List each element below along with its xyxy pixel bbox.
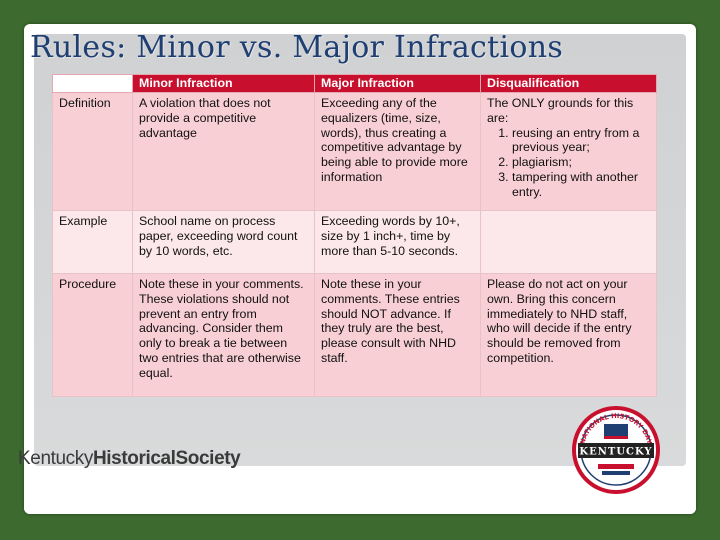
procedure-disqualification: Please do not act on your own. Bring thi… (480, 273, 657, 397)
list-item: tampering with another entry. (512, 170, 650, 200)
infractions-table: Minor Infraction Major Infraction Disqua… (52, 74, 657, 397)
logo-text-light: Kentucky (18, 448, 93, 469)
list-item: reusing an entry from a previous year; (512, 126, 650, 156)
seal-center-text: KENTUCKY (579, 447, 652, 458)
example-disqualification (480, 210, 657, 274)
row-label-procedure: Procedure (52, 273, 133, 397)
row-label-definition: Definition (52, 92, 133, 211)
table-header-row: Minor Infraction Major Infraction Disqua… (52, 74, 657, 93)
header-disqualification: Disqualification (480, 74, 657, 93)
seal-banner-icon (578, 443, 654, 458)
kentucky-historical-society-logo: KentuckyHistoricalSociety (18, 448, 241, 470)
procedure-major: Note these in your comments. These entri… (314, 273, 481, 397)
disqualification-grounds-list: reusing an entry from a previous year; p… (487, 126, 650, 200)
table-row-example: Example School name on process paper, ex… (52, 210, 657, 274)
definition-major: Exceeding any of the equalizers (time, s… (314, 92, 481, 211)
seal-flag-icon (604, 424, 628, 436)
table-row-definition: Definition A violation that does not pro… (52, 92, 657, 211)
example-major: Exceeding words by 10+, size by 1 inch+,… (314, 210, 481, 274)
row-label-example: Example (52, 210, 133, 274)
example-minor: School name on process paper, exceeding … (132, 210, 315, 274)
logo-text-bold: HistoricalSociety (92, 448, 241, 469)
definition-minor: A violation that does not provide a comp… (132, 92, 315, 211)
disqualification-intro: The ONLY grounds for this are: (487, 96, 634, 125)
definition-disqualification: The ONLY grounds for this are: reusing a… (480, 92, 657, 211)
national-history-day-kentucky-seal: NATIONAL HISTORY DAY KENTUCKY (572, 406, 660, 494)
header-corner (52, 74, 133, 93)
table-row-procedure: Procedure Note these in your comments. T… (52, 273, 657, 397)
procedure-minor: Note these in your comments. These viola… (132, 273, 315, 397)
list-item: plagiarism; (512, 155, 650, 170)
header-major-infraction: Major Infraction (314, 74, 481, 93)
slide-title: Rules: Minor vs. Major Infractions (30, 30, 564, 65)
header-minor-infraction: Minor Infraction (132, 74, 315, 93)
